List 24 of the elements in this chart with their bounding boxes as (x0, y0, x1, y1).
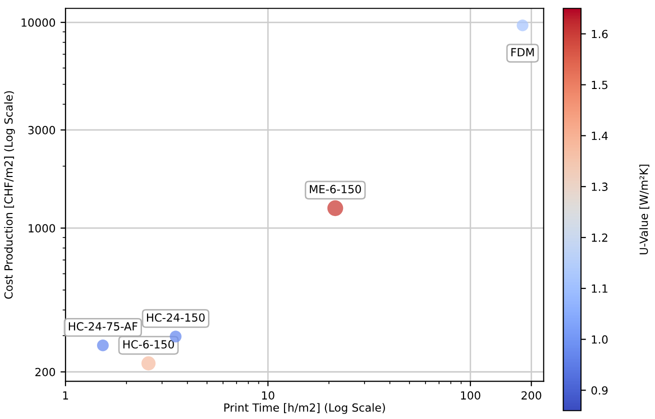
x-axis-title: Print Time [h/m2] (Log Scale) (224, 403, 385, 414)
annotation: FDM (511, 48, 534, 56)
annotation: HC-6-150 (123, 340, 174, 349)
color-bar-label: 1.3 (592, 182, 608, 191)
color-bar-label: 1.5 (592, 80, 608, 90)
y-tick-label: 200 (35, 368, 56, 376)
annotation: ME-6-150 (310, 184, 361, 194)
color-bar-label: 0.9 (591, 386, 608, 395)
color-bar-label: 1.2 (592, 233, 608, 242)
color-bar-label: 1.6 (592, 30, 608, 38)
color-bar-title: U-Value [W/m²K] (639, 164, 650, 254)
x-tick-label: 10 (262, 391, 274, 400)
x-tick-label: 1 (63, 391, 68, 400)
y-axis-title: Cost Production [CHF/m2] (Log Scale) (4, 91, 15, 299)
x-tick-label: 100 (461, 391, 480, 400)
y-tick-label: 1000 (28, 224, 56, 232)
y-tick-label: 10000 (22, 18, 56, 27)
y-tick-label: 3000 (28, 126, 56, 134)
annotation: HC-24-150 (147, 313, 205, 322)
color-bar-label: 1.1 (592, 284, 608, 293)
color-bar-label: 1.4 (592, 132, 608, 140)
color-bar-label: 1.0 (592, 335, 608, 344)
x-tick-label: 200 (522, 391, 542, 400)
annotation: HC-24-75-AF (68, 322, 138, 331)
